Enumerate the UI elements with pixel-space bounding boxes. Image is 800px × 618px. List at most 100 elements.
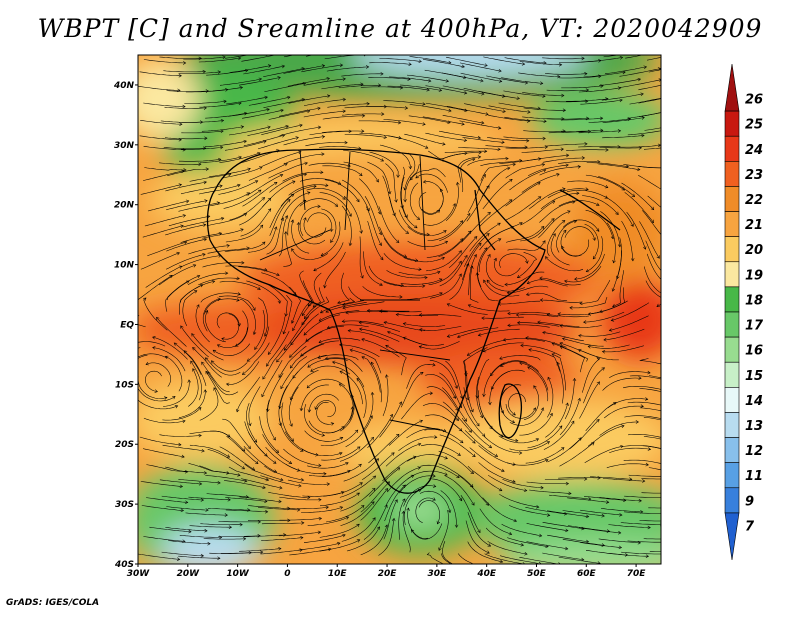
streamline-arrow xyxy=(426,88,430,92)
streamline xyxy=(180,146,223,150)
streamline xyxy=(641,478,661,480)
streamline-arrow xyxy=(344,140,348,145)
streamline xyxy=(226,436,259,464)
streamline xyxy=(264,82,306,92)
streamline xyxy=(386,270,428,279)
streamline-arrow xyxy=(242,537,247,541)
streamline-arrow xyxy=(247,445,251,450)
streamline-arrow xyxy=(205,508,209,512)
streamline-arrow xyxy=(486,233,490,237)
streamline xyxy=(319,523,360,538)
streamline xyxy=(540,299,583,303)
streamline xyxy=(418,500,440,525)
streamline-arrow xyxy=(619,56,624,60)
streamline-arrow xyxy=(348,213,352,217)
streamline xyxy=(288,78,330,87)
streamline xyxy=(385,163,397,203)
streamline-arrow xyxy=(391,517,396,522)
streamline xyxy=(400,292,443,300)
streamline xyxy=(261,272,297,296)
streamline xyxy=(278,345,307,378)
streamline xyxy=(319,539,360,552)
streamline-arrow xyxy=(568,491,572,496)
streamline-arrow xyxy=(617,86,622,90)
streamline xyxy=(646,253,661,280)
streamline xyxy=(168,540,211,544)
streamline-arrow xyxy=(186,280,190,284)
map-frame xyxy=(137,54,662,565)
streamline xyxy=(345,415,373,448)
streamline-arrow xyxy=(480,120,485,125)
streamline-arrow xyxy=(337,541,341,546)
streamline xyxy=(463,103,506,112)
streamline-arrow xyxy=(381,112,385,116)
streamline xyxy=(545,143,588,147)
streamline-arrow xyxy=(472,440,476,444)
streamline xyxy=(545,100,588,103)
streamline xyxy=(325,406,353,434)
streamline xyxy=(262,344,287,380)
streamline-arrow xyxy=(512,479,516,484)
streamline-arrow xyxy=(156,316,160,321)
streamline-arrow xyxy=(546,441,550,445)
streamline xyxy=(360,86,403,89)
streamline-arrow xyxy=(334,203,339,207)
colorbar-label: 16 xyxy=(745,344,763,359)
streamline-arrow xyxy=(585,514,590,519)
streamline xyxy=(307,212,333,232)
streamline xyxy=(481,167,510,198)
streamline xyxy=(190,360,202,401)
streamline xyxy=(445,360,463,399)
colorbar-swatch xyxy=(724,161,740,187)
streamline xyxy=(522,92,564,96)
streamline-arrow xyxy=(617,129,622,133)
streamline-arrow xyxy=(247,167,251,172)
streamline xyxy=(300,340,339,357)
streamline xyxy=(446,56,488,66)
streamline-arrow xyxy=(260,550,264,555)
streamline xyxy=(217,327,248,348)
lat-tick-label: 10S xyxy=(115,380,134,390)
streamline xyxy=(378,206,400,243)
streamline xyxy=(387,85,430,91)
streamline-arrow xyxy=(361,129,365,133)
streamline xyxy=(263,98,305,108)
streamline-arrow xyxy=(287,518,291,523)
streamline xyxy=(425,102,468,112)
streamline-arrow xyxy=(204,357,209,361)
streamline-arrow xyxy=(223,99,227,104)
streamline xyxy=(580,99,623,105)
streamline xyxy=(410,168,446,181)
streamline-arrow xyxy=(484,247,488,251)
streamline-arrow xyxy=(377,211,382,215)
streamline xyxy=(321,446,361,461)
streamline-arrow xyxy=(682,444,685,447)
streamline xyxy=(579,381,600,419)
streamline xyxy=(479,199,513,227)
streamline-arrow xyxy=(463,567,466,570)
streamline-arrow xyxy=(497,222,501,226)
streamline-arrow xyxy=(417,442,422,447)
streamline xyxy=(642,445,661,449)
streamline xyxy=(280,185,317,207)
streamline-arrow xyxy=(178,442,182,447)
streamline xyxy=(247,505,290,509)
colorbar-swatch xyxy=(724,110,740,137)
streamline-arrow xyxy=(417,466,421,470)
streamline-arrow xyxy=(461,122,465,126)
streamline xyxy=(604,405,644,419)
streamline xyxy=(178,202,220,212)
streamline xyxy=(383,253,422,270)
streamline-arrow xyxy=(246,358,251,362)
streamline-arrow xyxy=(241,371,246,375)
streamline-arrow xyxy=(298,483,302,488)
streamline-arrow xyxy=(472,453,476,458)
streamline xyxy=(600,211,621,247)
streamline-arrow xyxy=(356,446,361,450)
streamline xyxy=(180,325,209,358)
streamline-arrow xyxy=(143,297,147,301)
streamline xyxy=(438,230,472,257)
streamline-arrow xyxy=(525,260,529,264)
streamline-arrow xyxy=(643,65,648,70)
